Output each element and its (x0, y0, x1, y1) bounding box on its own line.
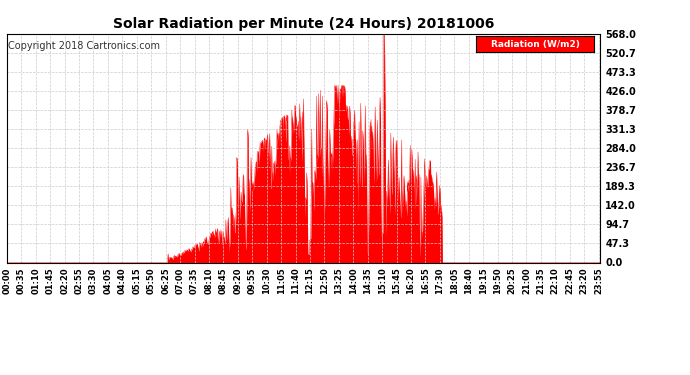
Title: Solar Radiation per Minute (24 Hours) 20181006: Solar Radiation per Minute (24 Hours) 20… (113, 17, 494, 31)
Text: Copyright 2018 Cartronics.com: Copyright 2018 Cartronics.com (8, 40, 160, 51)
